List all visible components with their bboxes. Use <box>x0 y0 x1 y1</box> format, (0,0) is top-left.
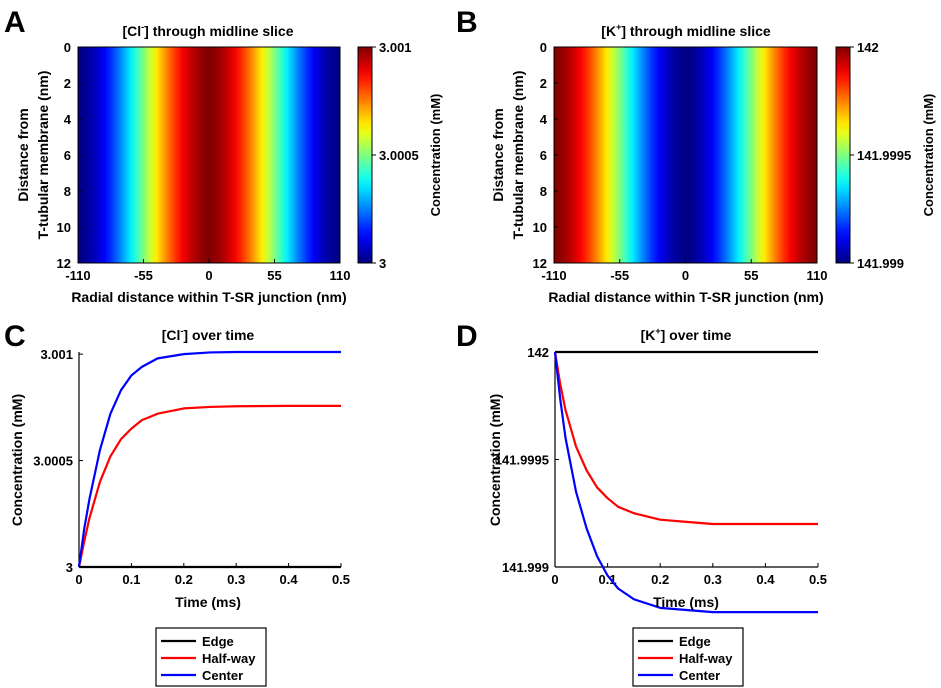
panel-a-ytick-label: 4 <box>64 112 72 127</box>
panel-d-legend: Edge Half-way Center <box>632 627 744 687</box>
panel-a-ytick-label: 0 <box>64 40 71 55</box>
panel-a-colorbar-tick-label: 3.0005 <box>379 148 419 163</box>
panel-d-xtick-label: 0.5 <box>809 572 827 587</box>
panel-b-heatmap-image <box>554 47 817 263</box>
panel-a-heatmap: [Cl-] through midline slice -110 -55 0 55 11… <box>15 22 443 305</box>
panel-a-heatmap-image <box>78 47 340 263</box>
panel-a-ytick-label: 10 <box>57 220 71 235</box>
panel-a-ylabel-line2: T-tubular membrane (nm) <box>35 71 51 240</box>
panel-c-series-half-way <box>77 404 341 568</box>
panel-d-line-chart: [K+] over time 0 0.1 0.2 0.3 0.4 0.5 141.999 14… <box>487 326 827 687</box>
panel-b-colorbar-tick-label: 141.999 <box>857 256 904 271</box>
panel-b-title: [K+] through midline slice <box>601 22 771 39</box>
panel-c-xtick-label: 0.5 <box>332 572 350 587</box>
panel-a-xtick-label: -55 <box>134 268 153 283</box>
panel-a-colorbar-tick-label: 3.001 <box>379 40 412 55</box>
panel-c-ytick-label: 3.001 <box>40 347 73 362</box>
panel-c-legend-label: Edge <box>202 634 234 649</box>
panel-a-title: [Cl-] through midline slice <box>122 22 293 39</box>
panel-c-ytick-label: 3.0005 <box>33 454 73 469</box>
panel-b-ytick-label: 0 <box>540 40 547 55</box>
panel-a-colorbar <box>357 46 373 264</box>
panel-letter-c: C <box>4 320 26 353</box>
panel-a-xtick-label: 55 <box>267 268 281 283</box>
panel-c-line-chart: [Cl-] over time 0 0.1 0.2 0.3 0.4 0.5 3 3.0005 3… <box>9 326 350 687</box>
panel-d-ytick-label: 141.999 <box>502 560 549 575</box>
panel-a-colorbar-label: Concentration (mM) <box>428 94 443 217</box>
panel-b-ytick-label: 10 <box>533 220 547 235</box>
panel-d-legend-label: Center <box>679 668 720 683</box>
panel-d-xtick-label: 0.2 <box>651 572 669 587</box>
panel-b-xtick-label: -55 <box>610 268 629 283</box>
panel-b-xlabel: Radial distance within T-SR junction (nm… <box>548 289 823 305</box>
panel-d-ylabel: Concentration (mM) <box>487 394 503 526</box>
panel-d-ytick-label: 141.9995 <box>495 453 549 468</box>
panel-b-xtick-label: 55 <box>744 268 758 283</box>
panel-a-xtick-label: 110 <box>330 268 351 283</box>
panel-c-xtick-label: 0.2 <box>175 572 193 587</box>
panel-c-series-center <box>77 350 341 568</box>
panel-a-ytick-label: 2 <box>64 76 71 91</box>
panel-b-colorbar <box>835 46 851 264</box>
panel-a-xlabel: Radial distance within T-SR junction (nm… <box>71 289 346 305</box>
panel-b-colorbar-label: Concentration (mM) <box>921 94 936 217</box>
panel-b-xtick-label: -110 <box>541 268 566 283</box>
panel-a-ytick-label: 8 <box>64 184 71 199</box>
panel-b-ytick-label: 2 <box>540 76 547 91</box>
panel-letter-a: A <box>4 6 26 39</box>
panel-c-xtick-label: 0.4 <box>280 572 299 587</box>
panel-a-ytick-label: 6 <box>64 148 71 163</box>
panel-letter-b: B <box>456 6 478 39</box>
panel-c-legend: Edge Half-way Center <box>155 627 267 687</box>
panel-d-series-center <box>553 351 818 614</box>
panel-c-ytick-label: 3 <box>66 560 73 575</box>
panel-c-title: [Cl-] over time <box>162 326 255 343</box>
panel-letter-d: D <box>456 320 478 353</box>
panel-b-xtick-label: 110 <box>807 268 828 283</box>
panel-b-heatmap: [K+] through midline slice -110 -55 0 55 110… <box>490 22 936 305</box>
panel-d-legend-label: Edge <box>679 634 711 649</box>
panel-b-ytick-label: 8 <box>540 184 547 199</box>
panel-c-xlabel: Time (ms) <box>175 594 241 610</box>
panel-a-xtick-label: 0 <box>205 268 212 283</box>
panel-d-xtick-label: 0.4 <box>756 572 775 587</box>
panel-b-ytick-label: 6 <box>540 148 547 163</box>
panel-d-xlabel: Time (ms) <box>653 594 719 610</box>
panel-b-ytick-label: 4 <box>540 112 548 127</box>
panel-c-legend-label: Half-way <box>202 651 256 666</box>
panel-b-xtick-label: 0 <box>682 268 689 283</box>
panel-a-xtick-label: -110 <box>65 268 90 283</box>
panel-d-xtick-label: 0 <box>551 572 558 587</box>
panel-d-title: [K+] over time <box>641 326 732 343</box>
panel-d-series-half-way <box>553 351 818 526</box>
panel-d-legend-label: Half-way <box>679 651 733 666</box>
panel-d-xtick-label: 0.1 <box>599 572 617 587</box>
panel-b-ylabel-line2: T-tubular membrane (nm) <box>510 71 526 240</box>
panel-a-ylabel-line1: Distance from <box>15 108 31 201</box>
panel-c-xtick-label: 0.1 <box>122 572 140 587</box>
panel-b-colorbar-tick-label: 142 <box>857 40 879 55</box>
panel-b-ylabel-line1: Distance from <box>490 108 506 201</box>
panel-c-xtick-label: 0.3 <box>227 572 245 587</box>
panel-b-colorbar-tick-label: 141.9995 <box>857 148 911 163</box>
panel-c-xtick-label: 0 <box>75 572 82 587</box>
panel-d-ytick-label: 142 <box>527 345 549 360</box>
panel-a-colorbar-tick-label: 3 <box>379 256 386 271</box>
panel-c-ylabel: Concentration (mM) <box>9 394 25 526</box>
panel-b-ytick-label: 12 <box>533 256 547 271</box>
panel-a-ytick-label: 12 <box>57 256 71 271</box>
panel-d-xtick-label: 0.3 <box>704 572 722 587</box>
panel-c-legend-label: Center <box>202 668 243 683</box>
